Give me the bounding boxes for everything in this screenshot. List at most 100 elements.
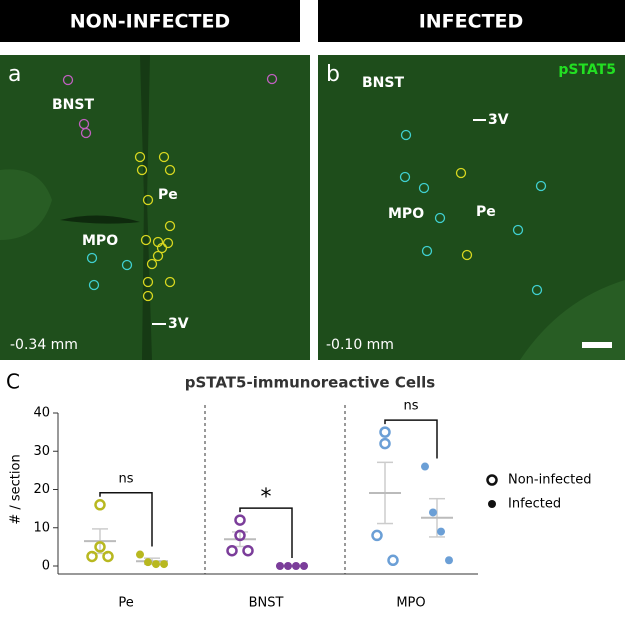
cell-markers xyxy=(62,73,547,302)
data-point xyxy=(160,560,168,569)
position-label: -0.34 mm xyxy=(10,337,78,353)
cell-marker xyxy=(434,212,446,224)
data-point xyxy=(242,544,254,557)
significance-label: * xyxy=(261,485,272,510)
cell-marker xyxy=(134,151,146,163)
y-tick-label: 30 xyxy=(33,444,50,459)
data-point xyxy=(371,529,383,542)
region-label: 3V xyxy=(168,316,189,332)
data-point xyxy=(379,437,391,450)
panel-letter: a xyxy=(8,62,21,87)
x-tick-label: MPO xyxy=(396,596,425,611)
panel-header: NON-INFECTED xyxy=(70,11,230,33)
data-point xyxy=(234,529,246,542)
cell-marker xyxy=(62,74,74,86)
header-bar xyxy=(318,0,625,42)
y-tick-label: 10 xyxy=(33,520,50,535)
cell-marker xyxy=(531,284,543,296)
y-axis-label: # / section xyxy=(9,454,24,524)
data-point xyxy=(379,426,391,438)
significance-label: ns xyxy=(118,471,133,486)
cell-marker xyxy=(512,224,524,236)
region-label: Pe xyxy=(158,187,178,203)
data-point xyxy=(437,527,445,536)
data-point xyxy=(226,544,238,557)
tissue-region xyxy=(520,280,625,360)
cell-marker xyxy=(156,242,168,254)
cell-marker xyxy=(140,234,152,246)
data-point xyxy=(152,560,160,569)
cell-marker xyxy=(421,245,433,257)
data-point xyxy=(234,514,246,526)
cell-marker xyxy=(400,129,412,141)
significance-label: ns xyxy=(403,399,418,414)
data-point xyxy=(144,558,152,567)
cell-marker xyxy=(142,194,154,206)
significance-bracket xyxy=(239,507,293,558)
cell-marker xyxy=(121,259,133,271)
panel-letter: b xyxy=(326,62,340,87)
micrograph xyxy=(0,55,310,360)
panel-letter: C xyxy=(6,370,20,394)
scale-bar xyxy=(582,342,612,348)
data-point xyxy=(429,508,437,517)
stain-label: pSTAT5 xyxy=(558,62,616,78)
region-label: BNST xyxy=(362,75,404,91)
chart-title: pSTAT5-immunoreactive Cells xyxy=(185,374,436,392)
legend-marker xyxy=(488,500,496,508)
cell-marker xyxy=(162,237,174,249)
cell-marker xyxy=(266,73,278,85)
data-point xyxy=(102,550,114,563)
ventricle xyxy=(140,55,152,360)
tissue-gap xyxy=(60,215,140,224)
y-tick-label: 40 xyxy=(33,406,50,421)
data-point xyxy=(94,541,106,553)
cell-marker xyxy=(80,127,92,139)
data-point xyxy=(136,550,144,559)
data-point xyxy=(94,499,106,511)
legend-marker xyxy=(486,474,498,486)
data-point xyxy=(387,554,399,567)
region-label: BNST xyxy=(52,97,94,113)
cell-marker xyxy=(88,279,100,291)
data-point xyxy=(300,562,308,570)
x-tick-label: Pe xyxy=(118,596,133,611)
cell-marker xyxy=(164,164,176,176)
cell-marker xyxy=(86,252,98,264)
cell-marker xyxy=(158,151,170,163)
region-label: MPO xyxy=(82,233,118,249)
cell-marker xyxy=(164,276,176,288)
y-tick-label: 20 xyxy=(33,482,50,497)
data-point xyxy=(445,556,453,565)
cell-marker xyxy=(164,220,176,232)
legend-label: Infected xyxy=(508,497,561,512)
significance-bracket xyxy=(384,419,438,459)
x-tick-label: BNST xyxy=(249,596,284,611)
cell-marker xyxy=(136,164,148,176)
position-label: -0.10 mm xyxy=(326,337,394,353)
cell-marker xyxy=(152,250,164,262)
legend-label: Non-infected xyxy=(508,473,592,488)
cell-marker xyxy=(461,249,473,261)
cell-marker xyxy=(146,258,158,270)
cell-marker xyxy=(142,276,154,288)
header-bar xyxy=(0,0,300,42)
data-point xyxy=(292,562,300,570)
tissue-region xyxy=(0,169,52,240)
data-point xyxy=(276,562,284,570)
data-point xyxy=(421,462,429,471)
cell-marker xyxy=(455,167,467,179)
cell-marker xyxy=(399,171,411,183)
panel-header: INFECTED xyxy=(419,11,524,33)
cell-marker xyxy=(535,180,547,192)
data-point xyxy=(284,562,292,570)
region-label: Pe xyxy=(476,204,496,220)
data-point xyxy=(86,550,98,563)
cell-marker xyxy=(418,182,430,194)
cell-marker xyxy=(142,290,154,302)
y-tick-label: 0 xyxy=(42,559,50,574)
region-label: MPO xyxy=(388,206,424,222)
significance-bracket xyxy=(99,492,153,547)
